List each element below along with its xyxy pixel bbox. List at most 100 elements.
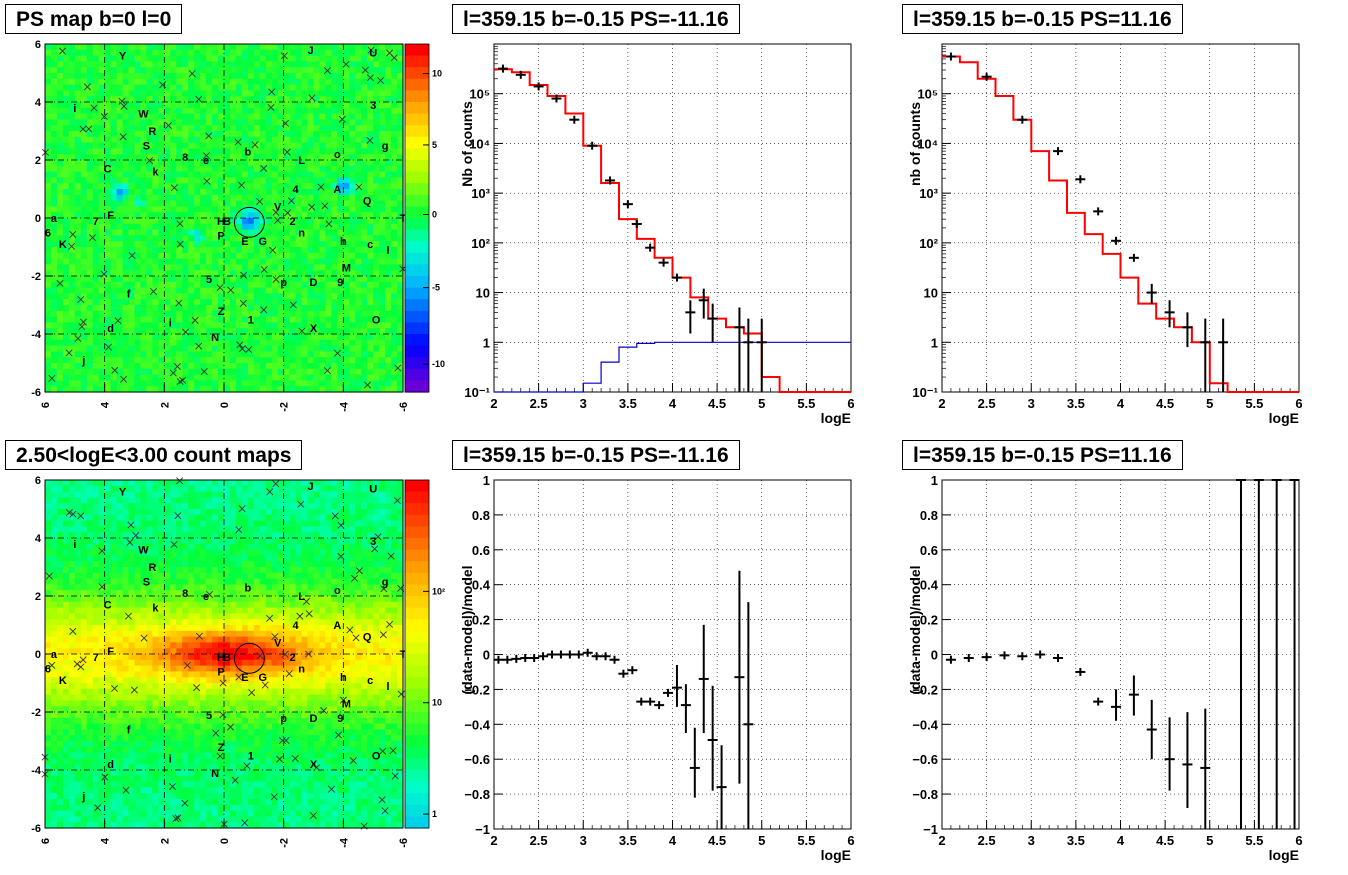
- map_top-pixel: [343, 136, 350, 144]
- map_top-pixel: [337, 270, 344, 277]
- map_top-pixel: [343, 102, 350, 109]
- map_top-pixel: [152, 368, 159, 376]
- map_top-pixel: [98, 235, 106, 242]
- map_top-pixel: [50, 293, 58, 300]
- map_top-pixel: [170, 363, 177, 370]
- map_bottom-pixel: [122, 810, 130, 817]
- map_top-pixel: [289, 183, 297, 190]
- map_top-pixel: [235, 218, 243, 225]
- map_top-pixel: [277, 293, 285, 300]
- map_top-source-label: 6: [45, 228, 51, 240]
- map_top-pixel: [128, 142, 136, 149]
- map_top-pixel: [122, 368, 130, 376]
- map_top-pixel: [355, 247, 362, 254]
- map_top-pixel: [391, 189, 398, 196]
- map_top-pixel: [373, 183, 380, 190]
- map_top-pixel: [277, 154, 285, 161]
- map_top-pixel: [92, 363, 100, 370]
- map_top-pixel: [176, 351, 183, 358]
- map_top-source-marker: [104, 343, 113, 351]
- map_top-pixel: [188, 212, 195, 219]
- map_top-source-marker: [240, 271, 248, 279]
- map_bottom-pixel: [80, 514, 88, 522]
- map_bottom-pixel: [86, 816, 94, 823]
- map_bottom-pixel: [62, 752, 70, 759]
- map_top-pixel: [277, 78, 285, 86]
- map_bottom-pixel: [116, 549, 124, 556]
- map_top-pixel: [45, 206, 52, 213]
- map_top-pixel: [241, 241, 249, 248]
- map_top-pixel: [116, 177, 124, 184]
- map_top-pixel: [301, 212, 309, 219]
- map_bottom-pixel: [68, 712, 76, 719]
- map_top-pixel: [116, 252, 124, 260]
- map_top-pixel: [283, 183, 291, 190]
- map_bottom-pixel: [128, 561, 136, 568]
- map_bottom-pixel: [56, 613, 64, 620]
- map_top-pixel: [355, 374, 362, 381]
- map_top-pixel: [212, 90, 219, 97]
- map_bottom-pixel: [122, 509, 130, 516]
- map_top-pixel: [283, 44, 291, 51]
- map_top-pixel: [140, 252, 148, 260]
- map_bottom-pixel: [134, 775, 142, 783]
- map_bottom-pixel: [104, 567, 112, 574]
- map_bottom-pixel: [68, 584, 76, 591]
- map_top-pixel: [379, 113, 386, 120]
- map_bottom-pixel: [50, 781, 58, 788]
- map_top-pixel: [134, 189, 142, 196]
- map_top-pixel: [349, 368, 356, 376]
- map_top-pixel: [98, 334, 106, 341]
- map_top-pixel: [206, 363, 213, 370]
- map_top-pixel: [86, 119, 94, 126]
- map_bottom-pixel: [98, 584, 106, 591]
- map_top-pixel: [146, 136, 153, 144]
- map_top-pixel: [265, 258, 273, 265]
- map_top-pixel: [98, 386, 106, 393]
- map_bottom-pixel: [116, 607, 124, 614]
- map_bottom-pixel: [50, 717, 58, 725]
- map_top-pixel: [259, 310, 267, 318]
- map_top-pixel: [283, 270, 291, 277]
- map_top-pixel: [146, 44, 153, 51]
- map_top-pixel: [98, 96, 106, 103]
- map_top-pixel: [122, 84, 130, 91]
- map_bottom-pixel: [152, 694, 159, 701]
- map_bottom-pixel: [158, 625, 165, 632]
- map_top-pixel: [295, 223, 303, 231]
- map_top-pixel: [56, 125, 64, 132]
- map_top-pixel: [295, 165, 303, 173]
- map_top-pixel: [74, 241, 82, 248]
- map_bottom-pixel: [104, 590, 112, 597]
- map_top-pixel: [200, 96, 207, 103]
- map_top-source-marker: [377, 76, 385, 84]
- map_top-pixel: [50, 206, 58, 213]
- map_bottom-pixel: [116, 775, 124, 783]
- map_top-pixel: [200, 212, 207, 219]
- map_top-pixel: [80, 165, 88, 173]
- map_top-pixel: [229, 148, 237, 155]
- map_top-pixel: [86, 247, 94, 254]
- map_top-pixel: [289, 363, 297, 370]
- map_top-pixel: [128, 171, 136, 178]
- map_top-pixel: [80, 281, 88, 289]
- map_bottom-pixel: [62, 514, 70, 522]
- map_top-pixel: [92, 223, 100, 231]
- map_top-pixel: [74, 119, 82, 126]
- map_bottom-pixel: [92, 741, 100, 748]
- map_top-pixel: [235, 339, 243, 347]
- map_top-pixel: [206, 142, 213, 149]
- map_top-pixel: [134, 316, 142, 323]
- map_bottom-pixel: [140, 700, 148, 707]
- map_top-pixel: [140, 305, 148, 312]
- map_bottom-pixel: [134, 584, 142, 591]
- map_top-pixel: [229, 305, 237, 312]
- map_top-pixel: [212, 252, 219, 260]
- map_top-pixel: [373, 363, 380, 370]
- map_top-pixel: [194, 258, 201, 265]
- map_bottom-pixel: [50, 567, 58, 574]
- map_top-pixel: [283, 78, 291, 86]
- map_top-pixel: [259, 235, 267, 242]
- map_top-pixel: [116, 345, 124, 352]
- map_top-pixel: [253, 78, 261, 86]
